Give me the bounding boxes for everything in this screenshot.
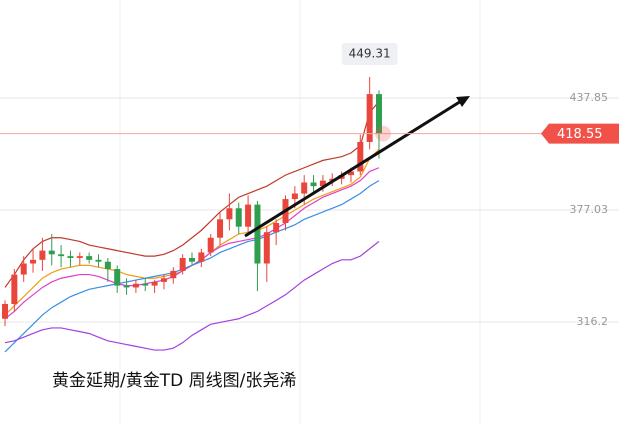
candle-body — [39, 250, 46, 260]
candle-body — [217, 219, 224, 238]
indicator-line — [4, 240, 380, 351]
trend-arrow — [244, 96, 467, 238]
candle-body — [291, 193, 298, 200]
high-label-box — [341, 42, 398, 65]
candle-body — [142, 283, 149, 286]
candle-body — [347, 171, 354, 176]
candle-body — [245, 204, 252, 227]
high-label: 449.31 — [349, 46, 391, 60]
candle-body — [263, 232, 270, 264]
candle-body — [254, 204, 261, 264]
last-price-tag — [541, 123, 619, 144]
candle-body — [48, 250, 55, 255]
candle-body — [114, 269, 121, 286]
y-tick-label: 437.85 — [570, 91, 609, 104]
candle-body — [301, 182, 308, 194]
candle-body — [132, 283, 139, 288]
candle-body — [366, 94, 373, 142]
candle-body — [160, 278, 167, 282]
candle-body — [104, 261, 111, 270]
candle-body — [76, 256, 83, 258]
indicator-line — [4, 148, 380, 316]
candle-body — [376, 94, 382, 134]
indicator-line — [4, 180, 380, 353]
candle-body — [2, 304, 8, 319]
candle-body — [151, 281, 158, 286]
candle-body — [207, 237, 214, 253]
candle-body — [319, 180, 326, 187]
candle-body — [123, 285, 130, 288]
candle-body — [357, 141, 364, 172]
candle-body — [30, 259, 37, 264]
y-tick-label: 316.2 — [577, 315, 609, 328]
candle-body — [226, 208, 233, 220]
candle-body — [329, 178, 336, 181]
candle-body — [179, 257, 186, 271]
arrow-head — [456, 96, 470, 107]
candle-body — [235, 208, 242, 227]
candle-body — [273, 222, 280, 233]
candle-body — [20, 263, 27, 275]
indicator-line — [4, 101, 380, 288]
candle-body — [310, 182, 317, 187]
last-price-label: 418.55 — [557, 127, 603, 142]
last-price-glow — [375, 125, 391, 142]
caption: 黄金延期/黄金TD 周线图/张尧浠 — [52, 371, 296, 391]
candle-body — [11, 274, 18, 305]
candle-body — [86, 256, 93, 260]
candle-body — [58, 254, 65, 257]
candle-body — [198, 252, 205, 262]
y-tick-label: 377.03 — [570, 203, 609, 216]
candle-body — [170, 270, 177, 279]
candle-body — [189, 257, 195, 262]
candle-body — [95, 259, 102, 262]
candle-body — [67, 256, 74, 258]
